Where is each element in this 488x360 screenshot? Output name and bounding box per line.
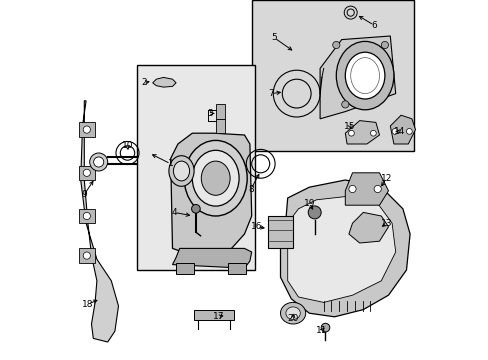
Bar [79, 166, 95, 180]
Text: 15: 15 [344, 122, 355, 131]
Text: 6: 6 [370, 21, 376, 30]
Bar [79, 209, 95, 223]
Circle shape [83, 212, 90, 220]
Polygon shape [287, 196, 395, 302]
Circle shape [373, 185, 381, 193]
Text: 12: 12 [380, 174, 391, 183]
Text: 8: 8 [247, 185, 253, 194]
Polygon shape [81, 101, 118, 342]
Bar [79, 248, 95, 263]
Text: 13: 13 [380, 219, 392, 228]
Text: 19: 19 [303, 199, 314, 208]
Bar [215, 104, 224, 119]
Ellipse shape [201, 161, 230, 195]
Circle shape [348, 130, 354, 136]
Bar [194, 310, 233, 320]
Polygon shape [152, 77, 176, 87]
Polygon shape [280, 180, 409, 317]
Text: 7: 7 [268, 89, 274, 98]
Text: 5: 5 [271, 33, 277, 42]
Circle shape [89, 153, 107, 171]
Circle shape [341, 101, 348, 108]
Text: 3: 3 [207, 109, 213, 118]
Text: 16: 16 [251, 222, 263, 231]
Circle shape [332, 41, 339, 49]
Circle shape [83, 169, 90, 176]
Text: 2: 2 [141, 78, 146, 87]
Polygon shape [320, 36, 395, 119]
Polygon shape [172, 248, 251, 268]
Circle shape [370, 130, 375, 136]
FancyBboxPatch shape [251, 0, 413, 151]
Text: 1: 1 [167, 159, 173, 168]
Text: 10: 10 [122, 141, 133, 150]
Circle shape [381, 41, 387, 49]
Circle shape [83, 252, 90, 259]
Ellipse shape [173, 161, 189, 181]
Circle shape [348, 185, 355, 193]
Polygon shape [389, 115, 415, 144]
Text: 17: 17 [212, 312, 224, 321]
Text: 11: 11 [316, 326, 327, 335]
FancyBboxPatch shape [136, 65, 255, 270]
Circle shape [307, 206, 321, 219]
Text: 20: 20 [287, 314, 298, 323]
Bar [215, 119, 224, 133]
Ellipse shape [285, 307, 300, 320]
Bar [267, 216, 292, 248]
Circle shape [191, 204, 200, 213]
Polygon shape [348, 212, 387, 243]
Polygon shape [170, 133, 251, 257]
Text: 4: 4 [171, 208, 177, 217]
Text: 14: 14 [393, 127, 404, 136]
Circle shape [321, 323, 329, 332]
Ellipse shape [168, 156, 194, 186]
Ellipse shape [184, 140, 247, 216]
Bar [176, 263, 194, 274]
Circle shape [406, 129, 411, 134]
Bar [228, 263, 246, 274]
Bar [79, 122, 95, 137]
Polygon shape [345, 173, 387, 205]
Polygon shape [345, 121, 379, 144]
Text: 18: 18 [82, 300, 94, 309]
Ellipse shape [192, 150, 239, 206]
Ellipse shape [336, 41, 393, 110]
Circle shape [391, 129, 397, 134]
Circle shape [94, 157, 103, 167]
Circle shape [83, 126, 90, 133]
Text: 9: 9 [81, 190, 87, 199]
Ellipse shape [280, 302, 305, 324]
Ellipse shape [345, 52, 384, 99]
